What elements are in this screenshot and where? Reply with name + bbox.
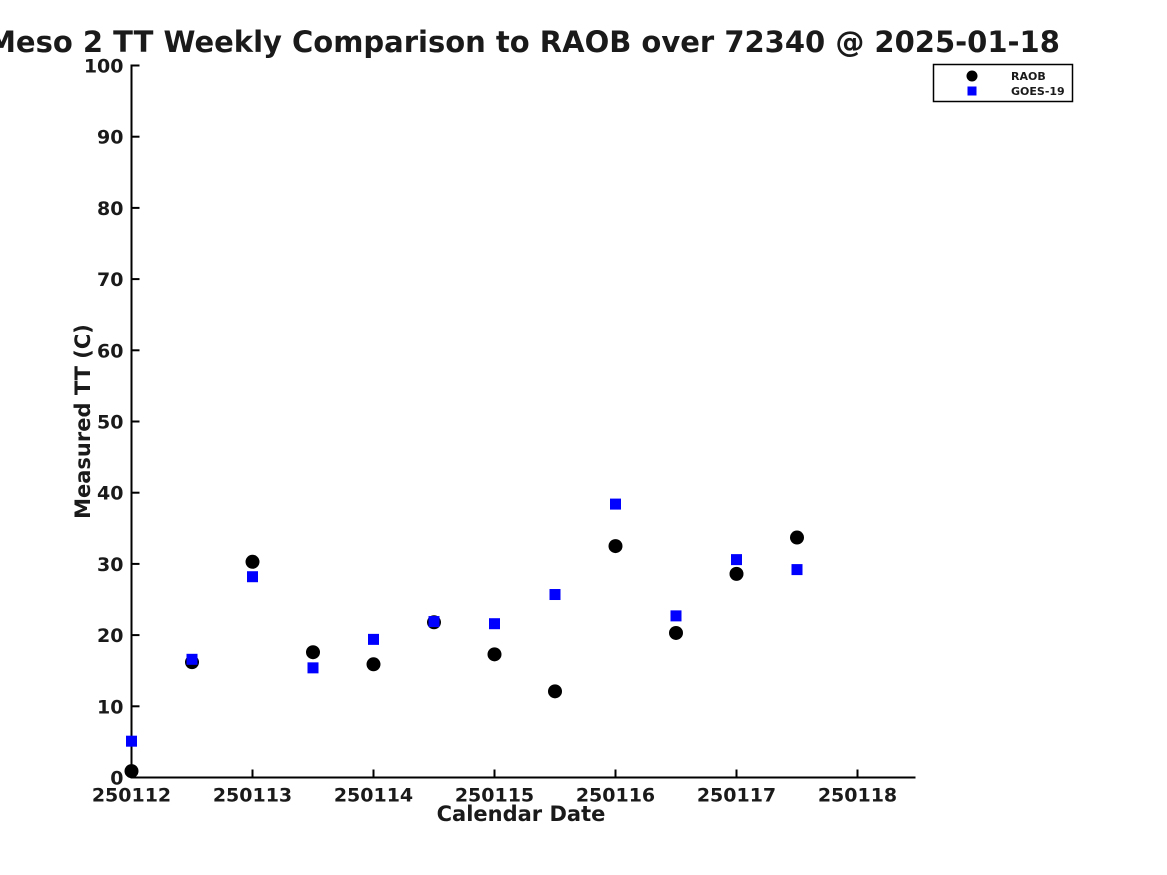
goes19-point <box>247 571 258 583</box>
y-tick-label: 80 <box>97 198 123 220</box>
goes19-point <box>489 618 500 630</box>
y-tick-label: 20 <box>97 625 123 647</box>
y-tick-label: 0 <box>110 768 123 790</box>
goes19-point <box>731 554 742 566</box>
raob-point <box>366 657 381 672</box>
raob-point <box>669 625 683 640</box>
goes19-point <box>186 653 198 665</box>
y-axis-label: Measured TT (C) <box>71 324 95 519</box>
x-tick-label: 250118 <box>818 785 897 807</box>
x-axis: 250112 250113 250114 250115 250116 250117 2501… <box>92 769 916 807</box>
x-tick-label: 250114 <box>334 785 413 807</box>
raob-point <box>729 566 744 581</box>
legend-goes19-label: GOES-19 <box>1011 85 1065 98</box>
goes19-point <box>368 633 379 645</box>
raob-point <box>548 684 562 699</box>
x-tick-label: 250115 <box>455 785 534 807</box>
x-tick-label: 250112 <box>92 785 171 807</box>
y-axis: 0 10 20 30 40 50 60 70 80 90 100 <box>84 56 140 790</box>
raob-point <box>245 554 260 569</box>
raob-point <box>487 647 502 662</box>
goes19-point <box>428 616 440 628</box>
series-goes19 <box>126 498 803 747</box>
raob-point <box>124 764 139 779</box>
legend-raob-marker-icon <box>966 70 978 82</box>
goes19-point <box>126 735 137 747</box>
y-tick-label: 10 <box>97 696 123 718</box>
y-tick-label: 40 <box>97 483 123 505</box>
chart-title: Meso 2 TT Weekly Comparison to RAOB over… <box>0 25 1060 59</box>
y-tick-label: 70 <box>97 269 123 291</box>
goes19-point <box>549 589 561 601</box>
y-tick-label: 50 <box>97 412 123 434</box>
raob-point <box>306 645 320 660</box>
x-axis-label: Calendar Date <box>437 802 606 826</box>
goes19-point <box>610 498 621 510</box>
x-tick-label: 250116 <box>576 785 655 807</box>
y-tick-label: 30 <box>97 554 123 576</box>
legend-raob-label: RAOB <box>1011 70 1046 83</box>
y-tick-label: 90 <box>97 127 123 149</box>
goes19-point <box>307 662 319 674</box>
goes19-point <box>670 610 682 622</box>
x-tick-label: 250113 <box>213 785 292 807</box>
series-raob <box>124 530 804 779</box>
y-tick-label: 60 <box>97 340 123 362</box>
x-tick-label: 250117 <box>697 785 776 807</box>
raob-point <box>608 539 623 554</box>
goes19-point <box>791 564 803 576</box>
legend-goes19-marker-icon <box>967 86 977 96</box>
y-tick-label: 100 <box>84 56 124 78</box>
raob-point <box>790 530 804 545</box>
legend-box <box>932 63 1074 103</box>
legend: RAOB GOES-19 <box>932 63 1074 103</box>
